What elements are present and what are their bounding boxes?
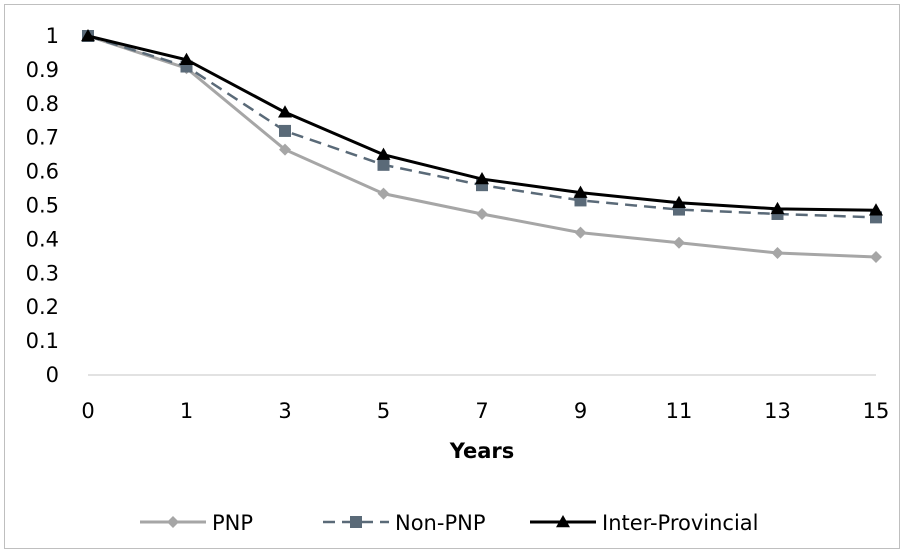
x-tick-label: 9	[574, 399, 587, 423]
legend-label: Inter-Provincial	[602, 511, 759, 535]
x-tick-label: 13	[764, 399, 791, 423]
x-tick-label: 11	[666, 399, 693, 423]
legend-item-inter-provincial: Inter-Provincial	[530, 511, 759, 535]
x-axis-ticks: 0 1 3 5 7 9 11 13 15	[81, 399, 889, 423]
y-tick-label: 0	[46, 363, 59, 387]
y-tick-label: 0.4	[26, 227, 59, 251]
y-tick-label: 0.2	[26, 295, 59, 319]
chart-frame	[4, 4, 900, 549]
x-tick-label: 7	[475, 399, 488, 423]
x-axis-title: Years	[449, 439, 515, 463]
data-point	[180, 60, 193, 73]
data-point	[870, 251, 882, 264]
data-point	[574, 226, 587, 239]
series-layer	[81, 29, 883, 264]
legend-marker	[350, 516, 362, 528]
y-tick-label: 0.1	[26, 329, 59, 353]
legend-marker	[167, 516, 179, 528]
data-point	[869, 203, 883, 216]
x-tick-label: 0	[81, 399, 94, 423]
data-point	[81, 29, 95, 42]
x-tick-label: 3	[278, 399, 291, 423]
data-point	[673, 236, 685, 249]
legend-label: PNP	[212, 511, 253, 535]
x-tick-label: 15	[863, 399, 890, 423]
y-tick-label: 0.3	[26, 261, 59, 285]
y-tick-label: 1	[46, 24, 59, 48]
data-point	[573, 185, 588, 198]
legend: PNP Non-PNP Inter-Provincial	[140, 511, 759, 535]
legend-item-pnp: PNP	[140, 511, 253, 535]
y-tick-label: 0.8	[26, 92, 59, 116]
data-point	[377, 187, 390, 200]
series-pnp	[82, 30, 882, 264]
data-point	[770, 201, 785, 215]
legend-marker	[556, 515, 570, 528]
y-tick-label: 0.5	[26, 194, 59, 218]
x-tick-label: 5	[377, 399, 390, 423]
y-axis-ticks: 0 0.1 0.2 0.3 0.4 0.5 0.6 0.7 0.8 0.9 1	[26, 24, 59, 387]
data-point	[476, 207, 488, 220]
series-inter-provincial	[81, 29, 883, 216]
data-point	[278, 105, 292, 118]
data-point	[279, 124, 291, 137]
legend-label: Non-PNP	[395, 511, 485, 535]
y-tick-label: 0.6	[26, 160, 59, 184]
series-non-pnp	[82, 30, 882, 224]
data-point	[377, 158, 390, 171]
x-tick-label: 1	[180, 399, 193, 423]
data-point	[771, 246, 784, 259]
data-point	[376, 147, 391, 160]
data-point	[279, 143, 291, 156]
y-tick-label: 0.7	[26, 126, 59, 150]
legend-item-non-pnp: Non-PNP	[323, 511, 485, 535]
y-tick-label: 0.9	[26, 58, 59, 82]
data-point	[475, 172, 489, 185]
data-point	[179, 52, 194, 65]
data-point	[672, 195, 686, 209]
